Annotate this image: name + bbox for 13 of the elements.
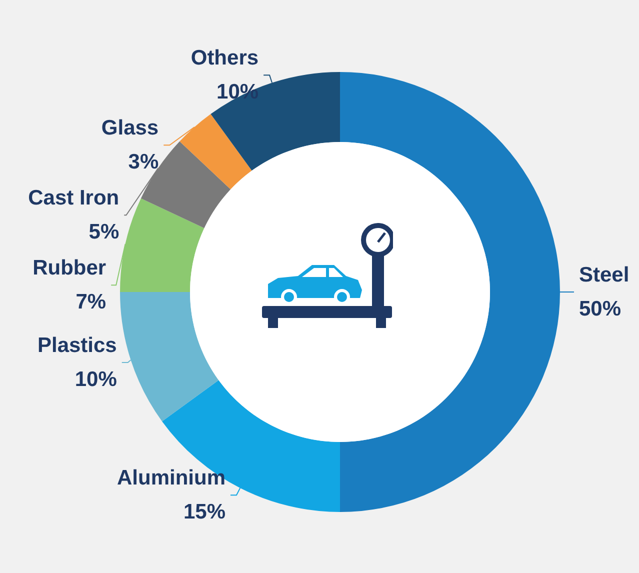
slice-label: Steel bbox=[579, 264, 630, 286]
slice-label: Rubber bbox=[32, 256, 106, 280]
slice-label: Aluminium bbox=[116, 466, 226, 490]
data-label: 50% bbox=[579, 298, 622, 320]
slice-label: Cast Iron bbox=[28, 186, 120, 210]
slice-label: Plastics bbox=[37, 334, 117, 357]
data-label: 15% bbox=[183, 500, 226, 524]
data-label: 5% bbox=[88, 220, 120, 244]
data-label: 7% bbox=[76, 290, 106, 314]
data-label: 3% bbox=[128, 150, 159, 174]
slice-label: Glass bbox=[101, 116, 159, 140]
data-label: 10% bbox=[74, 368, 118, 391]
slice-label: Others bbox=[190, 46, 259, 70]
